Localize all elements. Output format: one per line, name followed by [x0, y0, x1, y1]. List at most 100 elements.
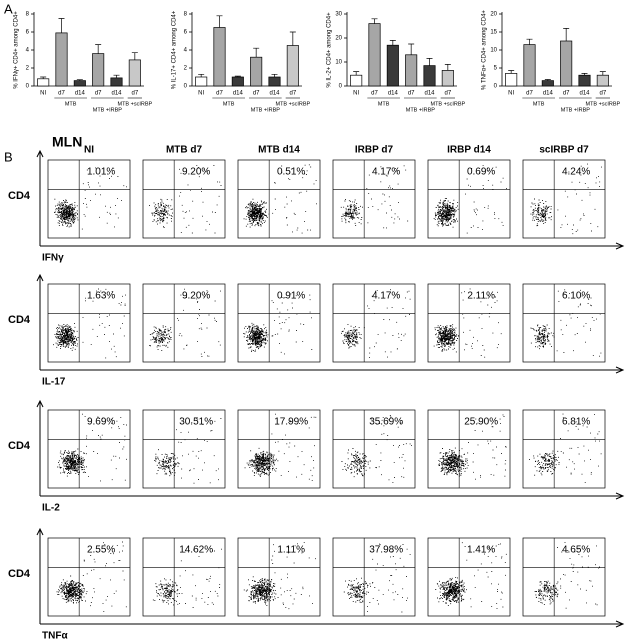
bar: [37, 78, 50, 87]
dot-plot-frame: [237, 159, 321, 239]
dot-plot-frame: [142, 283, 226, 363]
dots: [243, 293, 313, 355]
group-label: MTB: [533, 101, 545, 107]
axis-arrow: [40, 620, 625, 628]
x-tick-label: d7: [131, 91, 138, 97]
x-tick-label: d14: [111, 91, 122, 97]
y-axis-label: CD4: [8, 190, 31, 202]
dots: [343, 543, 411, 613]
y-tick-label: 4: [26, 48, 30, 54]
dots: [341, 289, 411, 359]
x-tick-label: d14: [543, 91, 554, 97]
axis-arrow: [36, 527, 44, 624]
dots: [530, 163, 602, 235]
quadrant-lines: [428, 284, 510, 362]
quadrant-lines: [333, 538, 415, 616]
x-tick-label: d7: [371, 91, 378, 97]
column-header: MTB d7: [166, 145, 203, 156]
dots: [438, 414, 507, 480]
panel-label: B: [4, 149, 13, 164]
error-bar: [544, 79, 551, 81]
x-tick-label: d7: [563, 91, 570, 97]
dot-plot-frame: [142, 159, 226, 239]
y-tick-label: 8: [184, 12, 188, 18]
quadrant-lines: [333, 284, 415, 362]
x-axis-label: TNFα: [42, 631, 68, 640]
dots: [243, 164, 317, 234]
x-tick-label: d7: [408, 91, 415, 97]
y-tick-label: 4: [184, 48, 188, 54]
x-tick-label: d7: [599, 91, 606, 97]
bar: [405, 54, 418, 87]
group-label: MTB +scIRBP: [275, 101, 310, 107]
percent-label: 25.90%: [464, 417, 498, 428]
quadrant-lines: [143, 284, 225, 362]
y-axis-label: CD4: [8, 440, 31, 452]
dots: [435, 542, 507, 609]
percent-label: 1.11%: [277, 545, 305, 556]
quadrant-lines: [238, 284, 320, 362]
bar: [231, 76, 244, 87]
dots: [243, 541, 316, 610]
percent-label: 37.98%: [369, 545, 403, 556]
bar: [505, 73, 518, 87]
bar: [386, 44, 399, 87]
x-tick-label: NI: [508, 91, 514, 97]
dot-plot-frame: [142, 409, 226, 489]
bar: [441, 70, 454, 87]
error-bar: [408, 43, 415, 55]
percent-label: 4.17%: [372, 291, 400, 302]
quadrant-lines: [143, 538, 225, 616]
flow-title: MLN: [52, 134, 82, 150]
y-axis-label: CD4: [8, 314, 31, 326]
percent-label: 17.99%: [274, 417, 308, 428]
error-bar: [216, 15, 223, 28]
dots: [433, 165, 507, 234]
y-tick-label: 20: [335, 36, 342, 42]
dot-plot-frame: [522, 283, 606, 363]
y-tick-label: 20: [490, 12, 497, 18]
quadrant-lines: [143, 160, 225, 238]
x-tick-label: d14: [75, 91, 86, 97]
dots: [244, 413, 317, 481]
dot-plot-frame: [522, 159, 606, 239]
percent-label: 1.41%: [467, 545, 495, 556]
error-bar: [526, 38, 533, 45]
dot-plot-frame: [237, 537, 321, 617]
axis-arrow: [36, 149, 44, 246]
bar: [128, 59, 141, 87]
bar: [250, 56, 263, 87]
dot-plot-frame: [427, 159, 511, 239]
error-bar: [76, 79, 83, 81]
group-label: MTB +scIRBP: [585, 101, 620, 107]
dot-plot-frame: [47, 283, 131, 363]
dots: [534, 542, 600, 609]
y-tick-label: 0: [494, 84, 498, 90]
error-bar: [444, 64, 451, 71]
quadrant-lines: [523, 284, 605, 362]
percent-label: 4.17%: [372, 167, 400, 178]
dots: [149, 165, 222, 234]
error-bar: [271, 73, 278, 77]
x-tick-label: d7: [289, 91, 296, 97]
quadrant-lines: [523, 160, 605, 238]
x-tick-label: d14: [388, 91, 399, 97]
error-bar: [563, 28, 570, 41]
dots: [149, 288, 221, 357]
y-axis-label: % IFNγ+ CD4+ among CD4+: [14, 11, 20, 89]
dot-plot-frame: [332, 409, 416, 489]
group-label: MTB +IRBP: [406, 107, 436, 113]
x-tick-label: d7: [526, 91, 533, 97]
quadrant-lines: [238, 160, 320, 238]
quadrant-lines: [238, 410, 320, 488]
group-label: MTB: [378, 101, 390, 107]
y-tick-label: 2: [26, 66, 30, 72]
dot-plot-frame: [332, 537, 416, 617]
bar: [541, 80, 554, 87]
group-label: MTB +IRBP: [251, 107, 281, 113]
dot-plot-frame: [237, 283, 321, 363]
x-tick-label: NI: [353, 91, 359, 97]
dots: [56, 541, 127, 613]
x-axis-label: IL-2: [42, 503, 60, 514]
